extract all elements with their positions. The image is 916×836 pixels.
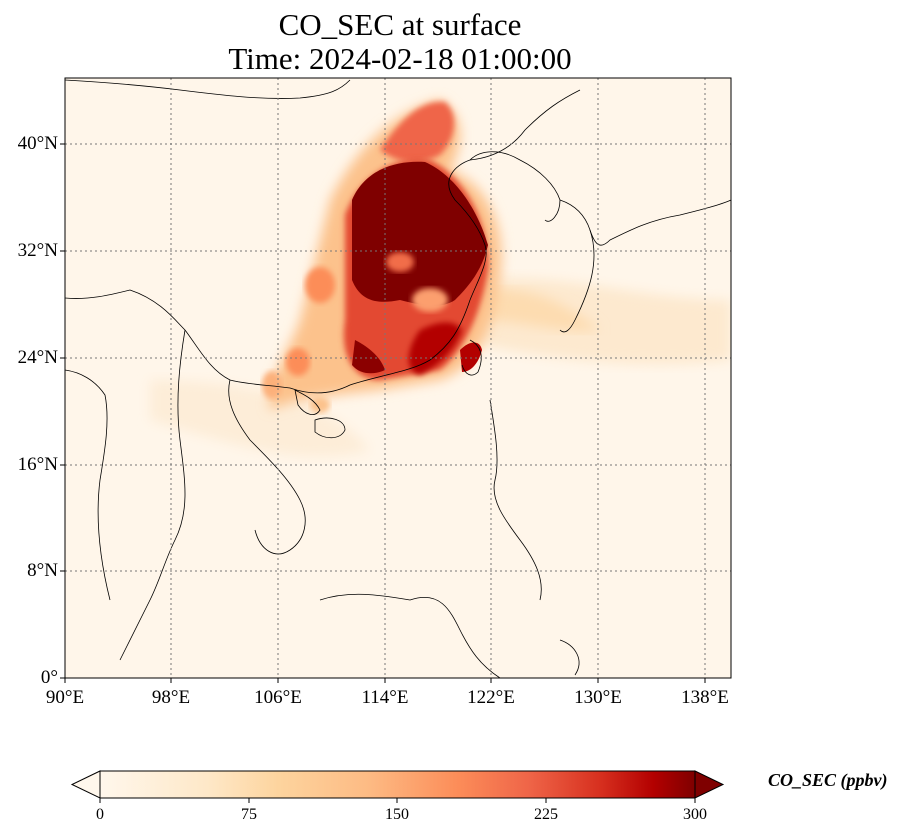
lat-tick-label: 8°N: [27, 560, 58, 581]
coastlines: [65, 79, 731, 678]
lon-tick-label: 90°E: [45, 687, 85, 708]
colorbar-tick-label: 75: [241, 806, 257, 823]
colorbar-tick-label: 150: [385, 806, 409, 823]
lat-tick-label: 40°N: [17, 133, 58, 154]
colorbar-tick-label: 0: [96, 806, 104, 823]
lon-tick-label: 122°E: [467, 687, 515, 708]
lon-tick-label: 130°E: [574, 687, 622, 708]
lat-tick-label: 0°: [40, 667, 58, 688]
colorbar-tick-label: 300: [683, 806, 707, 823]
colorbar-extend-max: [694, 770, 725, 799]
colorbar-extend-min: [70, 770, 101, 799]
lon-tick-label: 138°E: [681, 687, 729, 708]
lon-tick-label: 114°E: [361, 687, 409, 708]
lon-tick-label: 106°E: [254, 687, 302, 708]
lon-tick-label: 98°E: [151, 687, 191, 708]
colorbar-label: CO_SEC (ppbv): [768, 770, 888, 790]
lat-tick-label: 32°N: [17, 240, 58, 261]
colorbar: [70, 770, 725, 803]
lat-tick-label: 16°N: [17, 454, 58, 475]
axis-ticks: [60, 143, 706, 683]
gridlines: [65, 78, 731, 678]
map-subtitle-time: Time: 2024-02-18 01:00:00: [228, 41, 572, 76]
map-frame: [64, 77, 732, 679]
colorbar-tick-label: 225: [534, 806, 558, 823]
map-title: CO_SEC at surface: [278, 7, 522, 42]
lat-tick-label: 24°N: [17, 347, 58, 368]
